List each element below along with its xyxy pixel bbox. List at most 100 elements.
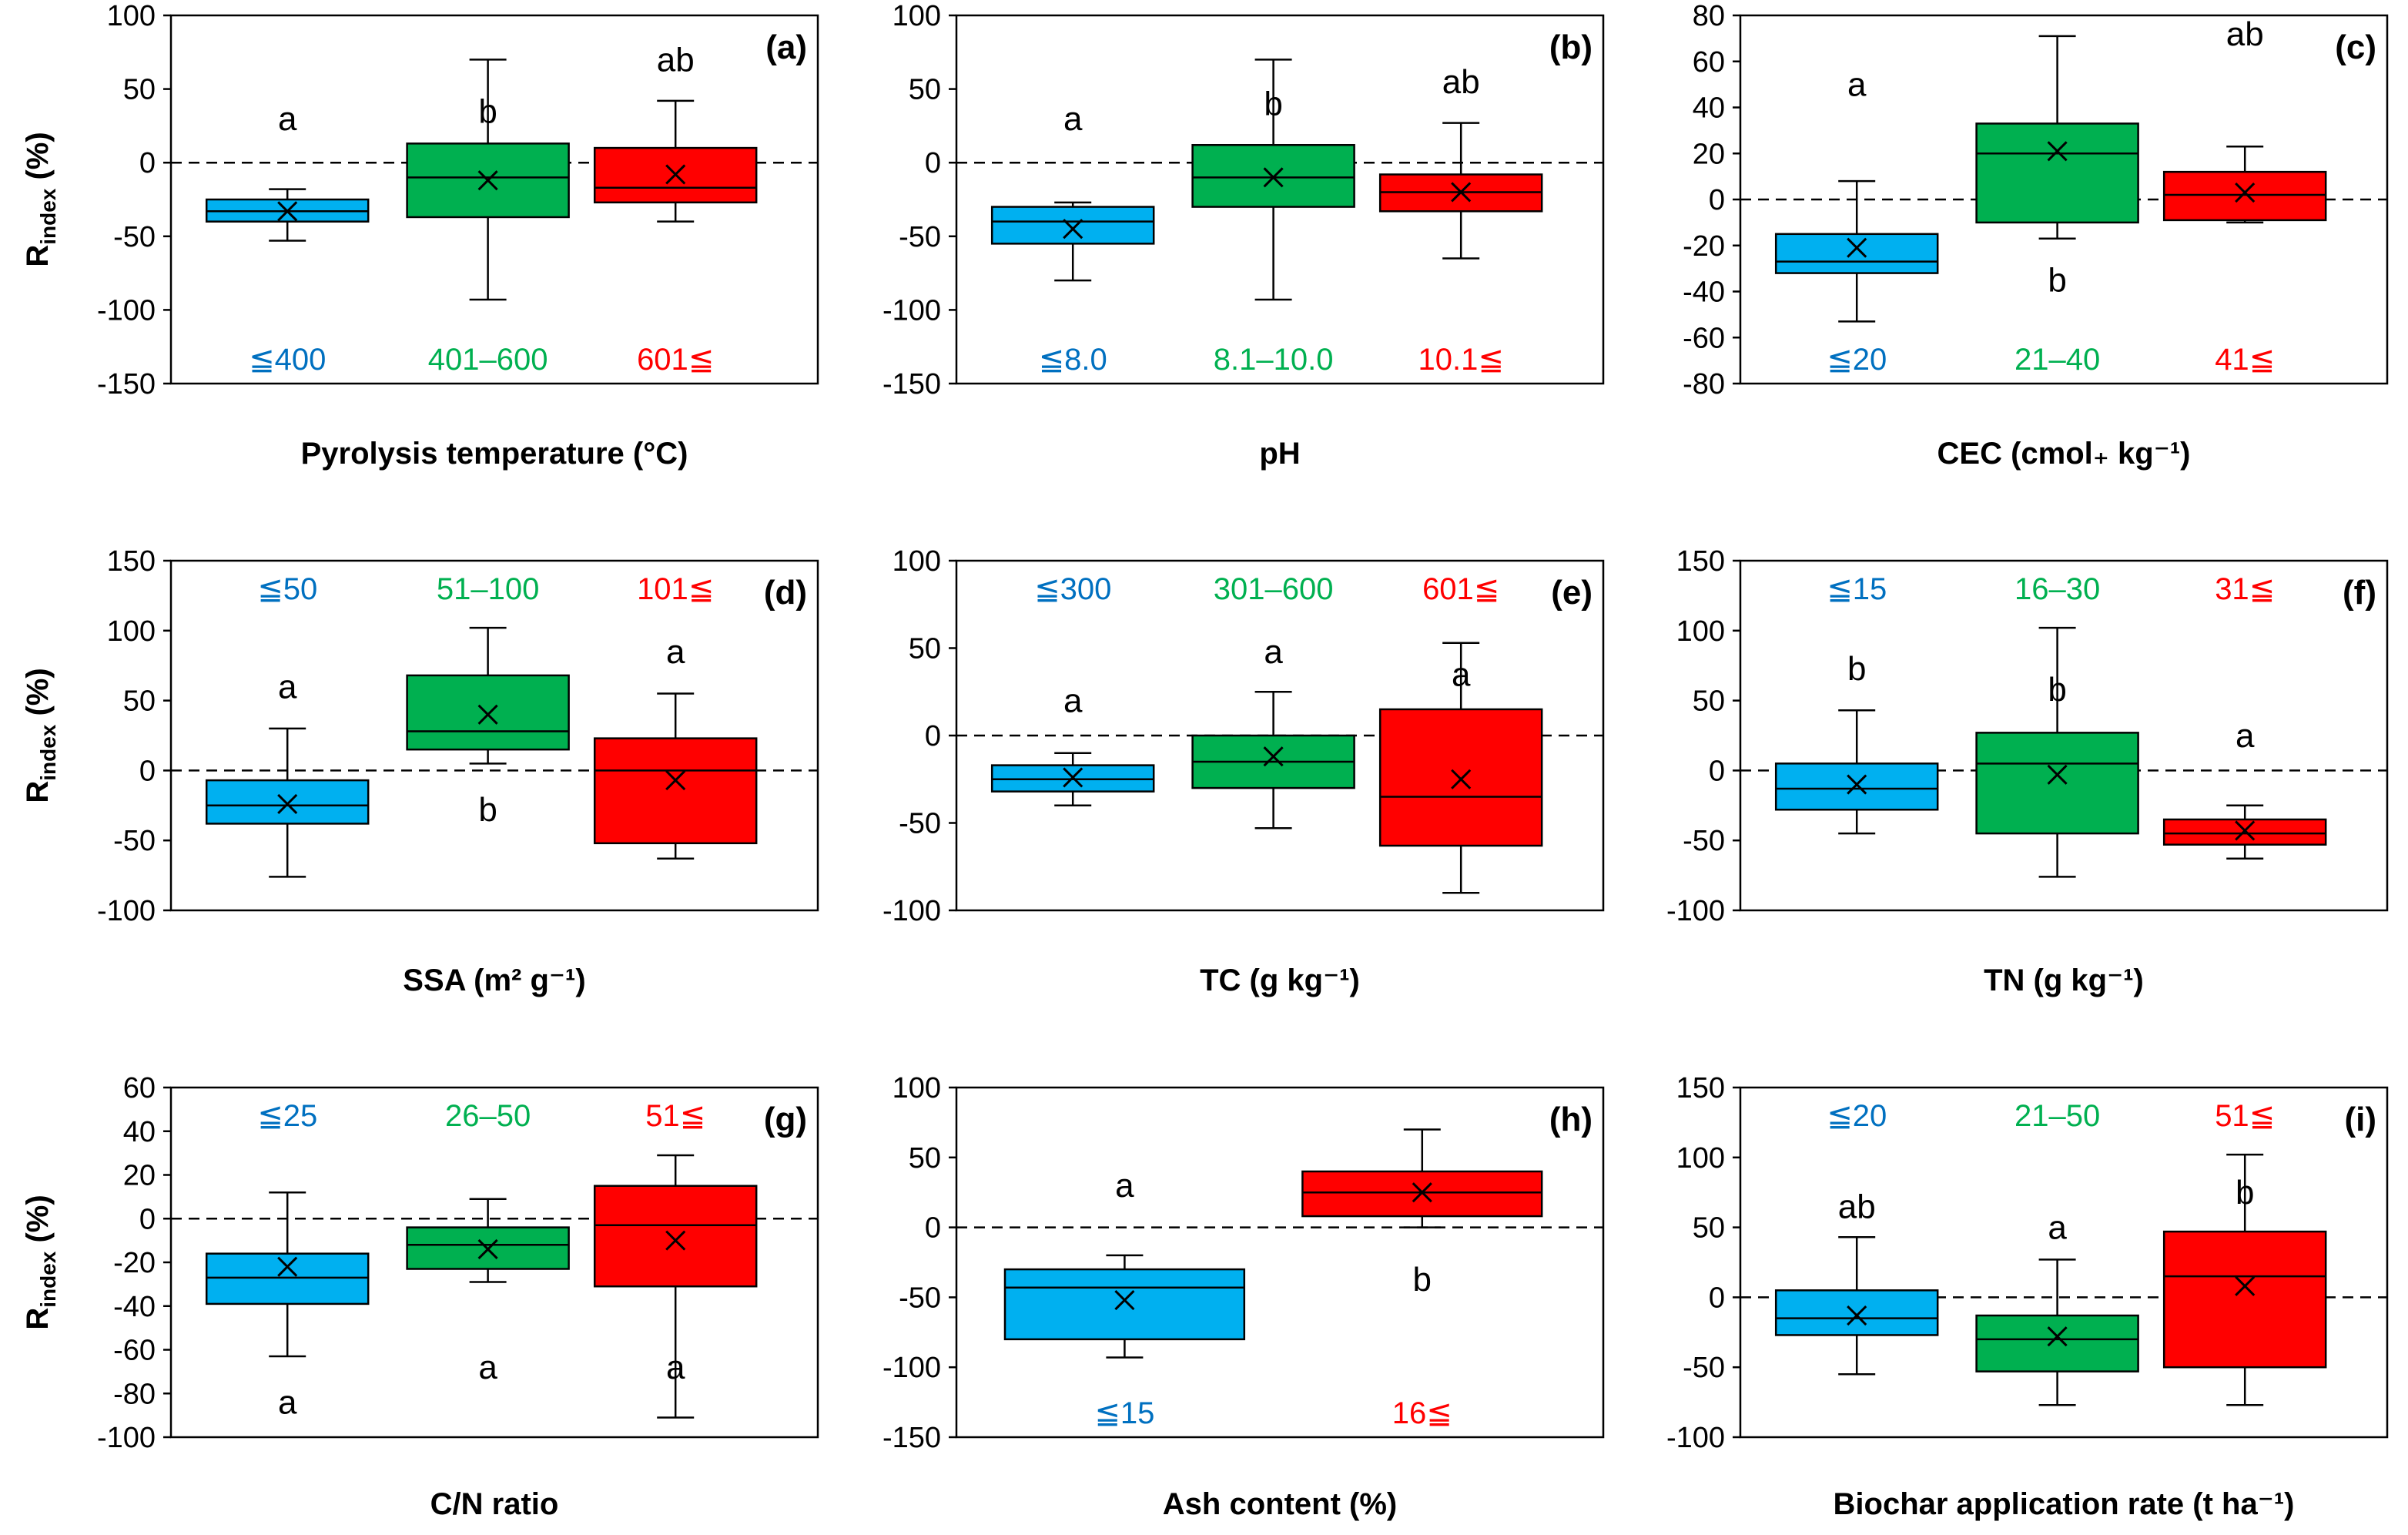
y-axis-title-unit: (%)	[21, 132, 55, 188]
y-tick-label: -50	[899, 808, 941, 840]
category-label: 601≦	[637, 343, 714, 377]
box-green: a 301–600	[1191, 572, 1355, 830]
y-tick-label: 100	[893, 1072, 941, 1104]
y-tick-label: -50	[1683, 825, 1725, 857]
mean-marker	[1451, 769, 1472, 789]
y-tick-label: 0	[139, 147, 156, 179]
box-red: b 16≦	[1301, 1128, 1543, 1430]
panel-label: (f)	[2343, 574, 2376, 612]
category-label: ≦25	[257, 1099, 317, 1133]
y-tick-label: -50	[113, 825, 156, 857]
significance-letter: b	[2048, 262, 2066, 300]
y-tick-label: -20	[113, 1247, 156, 1279]
y-tick-label: 0	[1709, 755, 1725, 787]
significance-letter: ab	[2226, 15, 2264, 53]
y-tick-label: 20	[123, 1160, 156, 1192]
chart-panel-b: -150 -100 -50 0 50 100 (b) pH a ≦8.0 b 8.1–10.0 ab 10…	[882, 0, 1605, 471]
y-tick-label: 50	[909, 633, 941, 665]
box-iqr	[205, 779, 370, 825]
mean-marker	[477, 1238, 498, 1260]
y-tick-label: 0	[925, 147, 941, 179]
significance-letter: a	[1115, 1167, 1134, 1205]
box-iqr	[1774, 233, 1939, 274]
mean-marker	[1847, 774, 1867, 795]
category-label: 31≦	[2215, 572, 2275, 606]
y-tick-label: -50	[899, 1282, 941, 1314]
category-label: 21–50	[2014, 1099, 2100, 1133]
box-blue: a ≦300	[990, 572, 1155, 807]
mean-marker	[665, 770, 686, 791]
box-blue: a ≦20	[1774, 66, 1939, 377]
significance-letter: a	[278, 1384, 297, 1422]
y-tick-label: -60	[113, 1335, 156, 1367]
mean-marker	[2235, 820, 2256, 841]
significance-letter: a	[1063, 682, 1083, 720]
category-label: 8.1–10.0	[1214, 343, 1334, 377]
significance-letter: a	[2236, 717, 2255, 755]
y-tick-label: 50	[909, 74, 941, 106]
y-tick-label: -40	[1683, 277, 1725, 309]
significance-letter: a	[2048, 1209, 2067, 1247]
significance-letter: a	[1847, 66, 1867, 104]
panel-label: (g)	[764, 1101, 807, 1138]
box-iqr	[990, 206, 1155, 245]
category-label: 10.1≦	[1418, 343, 1504, 377]
y-tick-label: 50	[123, 685, 156, 718]
y-tick-label: -100	[882, 895, 941, 927]
y-tick-label: -50	[899, 221, 941, 253]
box-iqr	[1975, 732, 2139, 835]
y-tick-label: -100	[882, 294, 941, 327]
y-tick-label: 50	[123, 74, 156, 106]
y-tick-label: 50	[1693, 685, 1725, 718]
category-label: ≦50	[257, 572, 317, 606]
category-label: 601≦	[1422, 572, 1499, 606]
chart-panel-h: -150 -100 -50 0 50 100 (h) Ash content (%) a ≦15 b…	[882, 1072, 1605, 1521]
box-iqr	[593, 1185, 758, 1288]
category-label: 51≦	[2215, 1099, 2275, 1133]
y-tick-label: 20	[1693, 138, 1725, 170]
y-tick-label: 50	[909, 1142, 941, 1175]
x-axis-title: SSA (m² g⁻¹)	[403, 964, 585, 997]
box-red: ab 41≦	[2162, 15, 2327, 377]
y-tick-label: -20	[1683, 230, 1725, 263]
panel-label: (c)	[2335, 28, 2376, 66]
chart-panel-c: -80 -60 -40 -20 0 20 40 60 80 (c) CEC (cmol₊ kg⁻¹)…	[1683, 0, 2389, 471]
panel-label: (b)	[1549, 28, 1592, 66]
mean-marker	[2235, 182, 2256, 203]
y-tick-label: -100	[97, 294, 156, 327]
panel-label: (i)	[2344, 1101, 2376, 1138]
x-axis-title: C/N ratio	[430, 1487, 559, 1521]
box-green: b 401–600	[406, 59, 570, 377]
box-red: a 101≦	[593, 572, 758, 860]
y-tick-label: 100	[1676, 1142, 1725, 1175]
mean-marker	[1412, 1182, 1432, 1203]
y-tick-label: -80	[1683, 368, 1725, 401]
plot-frame	[1739, 559, 2389, 912]
box-iqr	[2162, 170, 2327, 222]
box-blue: a ≦400	[205, 100, 370, 377]
panel-label: (e)	[1551, 574, 1592, 612]
box-blue: a ≦15	[1003, 1167, 1246, 1430]
category-label: 26–50	[445, 1099, 531, 1133]
y-tick-label: -40	[113, 1291, 156, 1323]
significance-letter: a	[666, 1349, 685, 1386]
y-axis-title: Rindex (%)	[21, 1195, 60, 1329]
y-tick-label: -80	[113, 1378, 156, 1410]
y-axis-title-unit: (%)	[21, 668, 55, 724]
significance-letter: a	[1063, 100, 1083, 138]
y-tick-label: 150	[1676, 1072, 1725, 1104]
plot-frame	[955, 1086, 1605, 1439]
y-tick-label: 60	[123, 1072, 156, 1104]
category-label: ≦20	[1827, 343, 1887, 377]
mean-marker	[1063, 219, 1083, 240]
mean-marker	[477, 170, 498, 191]
y-tick-label: 50	[1693, 1212, 1725, 1245]
y-tick-label: 40	[123, 1116, 156, 1148]
category-label: ≦20	[1827, 1099, 1887, 1133]
significance-letter: ab	[1838, 1188, 1876, 1225]
significance-letter: b	[2048, 671, 2066, 709]
box-green: b 21–40	[1975, 35, 2139, 377]
y-tick-label: -100	[882, 1352, 941, 1384]
mean-marker	[277, 1256, 298, 1277]
y-tick-label: -100	[97, 895, 156, 927]
